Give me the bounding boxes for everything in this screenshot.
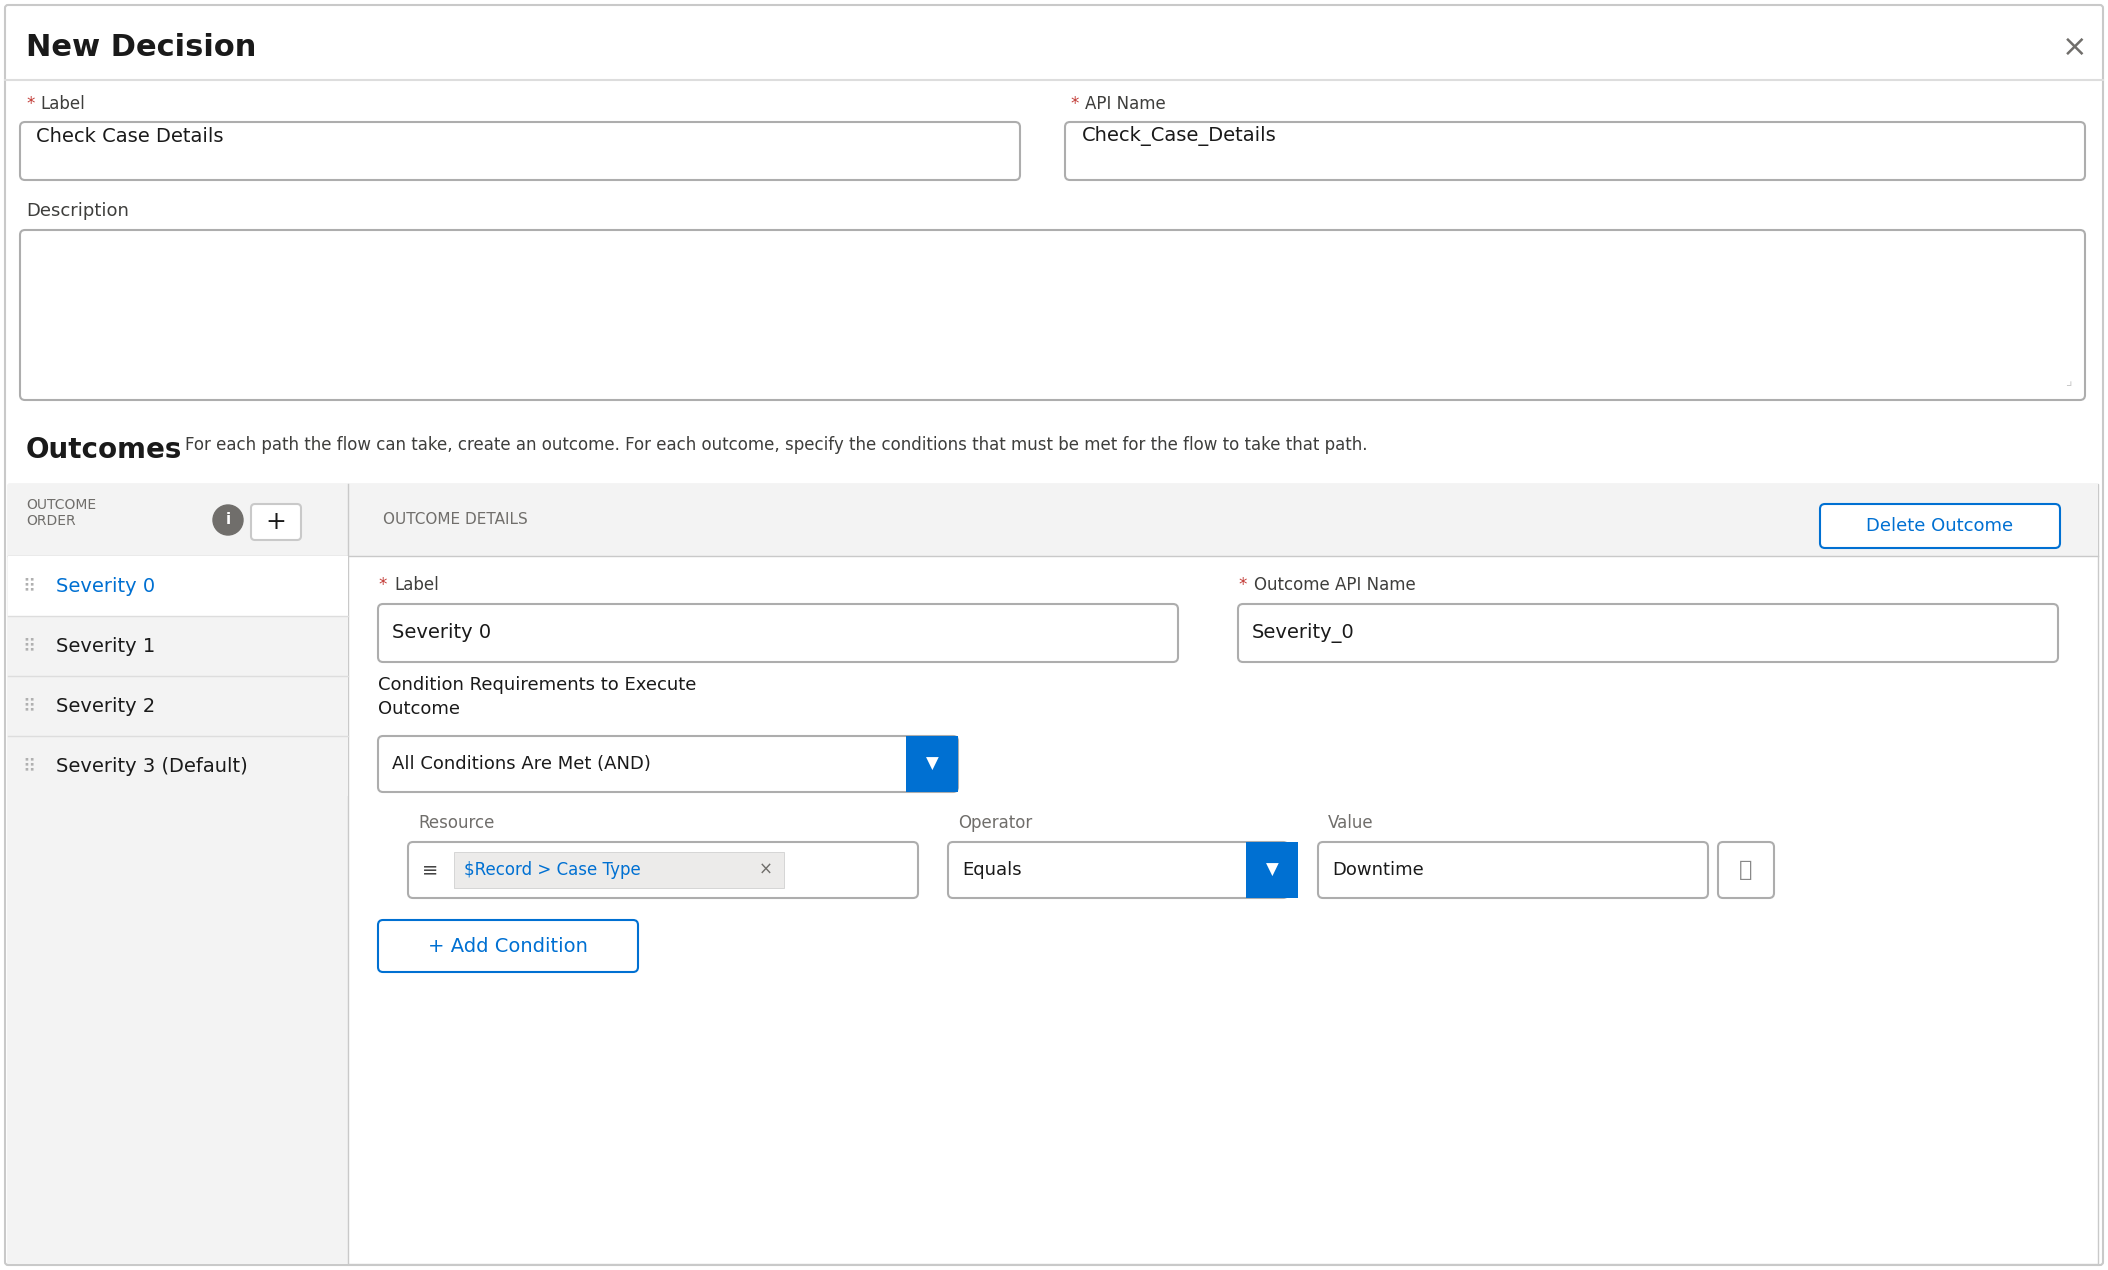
- FancyBboxPatch shape: [1718, 842, 1775, 898]
- FancyBboxPatch shape: [251, 504, 301, 540]
- FancyBboxPatch shape: [409, 842, 917, 898]
- Text: Description: Description: [25, 202, 129, 220]
- Text: Severity_0: Severity_0: [1252, 624, 1355, 643]
- FancyBboxPatch shape: [1237, 605, 2057, 662]
- Text: i: i: [226, 513, 230, 527]
- Text: Condition Requirements to Execute: Condition Requirements to Execute: [377, 676, 696, 693]
- Text: For each path the flow can take, create an outcome. For each outcome, specify th: For each path the flow can take, create …: [186, 436, 1368, 453]
- Text: ORDER: ORDER: [25, 514, 76, 528]
- FancyBboxPatch shape: [949, 842, 1288, 898]
- FancyBboxPatch shape: [19, 230, 2085, 400]
- Text: Equals: Equals: [961, 861, 1022, 879]
- FancyBboxPatch shape: [1065, 122, 2085, 180]
- Text: Severity 3 (Default): Severity 3 (Default): [57, 757, 249, 776]
- Text: New Decision: New Decision: [25, 33, 257, 62]
- Text: Severity 0: Severity 0: [392, 624, 491, 643]
- Text: $Record > Case Type: $Record > Case Type: [464, 861, 641, 879]
- Text: +: +: [266, 511, 287, 533]
- FancyBboxPatch shape: [377, 737, 957, 792]
- Text: *: *: [25, 95, 34, 113]
- Text: All Conditions Are Met (AND): All Conditions Are Met (AND): [392, 754, 651, 773]
- Text: ▼: ▼: [1265, 861, 1277, 879]
- Text: ⌟: ⌟: [2066, 373, 2072, 389]
- Text: ▼: ▼: [925, 754, 938, 773]
- Bar: [8, 616, 348, 676]
- Circle shape: [213, 505, 242, 535]
- Text: Label: Label: [40, 95, 84, 113]
- Text: ⠿: ⠿: [21, 577, 36, 596]
- Text: ⠿: ⠿: [21, 757, 36, 775]
- Text: Severity 0: Severity 0: [57, 577, 156, 596]
- Text: Outcome: Outcome: [377, 700, 460, 718]
- Text: Label: Label: [394, 577, 438, 594]
- Text: Downtime: Downtime: [1332, 861, 1423, 879]
- Text: Outcomes: Outcomes: [25, 436, 183, 464]
- FancyBboxPatch shape: [1819, 504, 2060, 547]
- Bar: [906, 737, 957, 792]
- Bar: [8, 556, 348, 1264]
- Text: ×: ×: [759, 861, 774, 879]
- Bar: [8, 484, 2097, 556]
- Text: Outcome API Name: Outcome API Name: [1254, 577, 1417, 594]
- Text: Severity 1: Severity 1: [57, 636, 156, 655]
- Text: Check Case Details: Check Case Details: [36, 127, 223, 146]
- Bar: [453, 852, 784, 888]
- Text: Check_Case_Details: Check_Case_Details: [1081, 126, 1277, 146]
- Text: + Add Condition: + Add Condition: [428, 936, 588, 955]
- Text: Delete Outcome: Delete Outcome: [1866, 517, 2013, 535]
- FancyBboxPatch shape: [19, 122, 1020, 180]
- Text: ⠿: ⠿: [21, 638, 36, 655]
- FancyBboxPatch shape: [1318, 842, 1707, 898]
- Text: ×: ×: [2062, 33, 2087, 62]
- FancyBboxPatch shape: [4, 5, 2104, 1265]
- Bar: [8, 676, 348, 737]
- Text: *: *: [1237, 577, 1246, 594]
- Text: ≡: ≡: [422, 861, 438, 880]
- Text: OUTCOME DETAILS: OUTCOME DETAILS: [384, 513, 527, 527]
- Text: Operator: Operator: [957, 814, 1033, 832]
- Text: OUTCOME: OUTCOME: [25, 498, 97, 512]
- Bar: [8, 556, 348, 616]
- Bar: [1246, 842, 1299, 898]
- Text: 🗑: 🗑: [1739, 860, 1752, 880]
- Bar: [8, 484, 2097, 1264]
- FancyBboxPatch shape: [377, 605, 1178, 662]
- Text: *: *: [1071, 95, 1079, 113]
- Text: API Name: API Name: [1086, 95, 1166, 113]
- FancyBboxPatch shape: [377, 919, 639, 972]
- Text: ⠿: ⠿: [21, 697, 36, 715]
- Text: Severity 2: Severity 2: [57, 696, 156, 715]
- Text: Value: Value: [1328, 814, 1374, 832]
- Bar: [8, 737, 348, 796]
- Text: Resource: Resource: [417, 814, 495, 832]
- Text: *: *: [377, 577, 386, 594]
